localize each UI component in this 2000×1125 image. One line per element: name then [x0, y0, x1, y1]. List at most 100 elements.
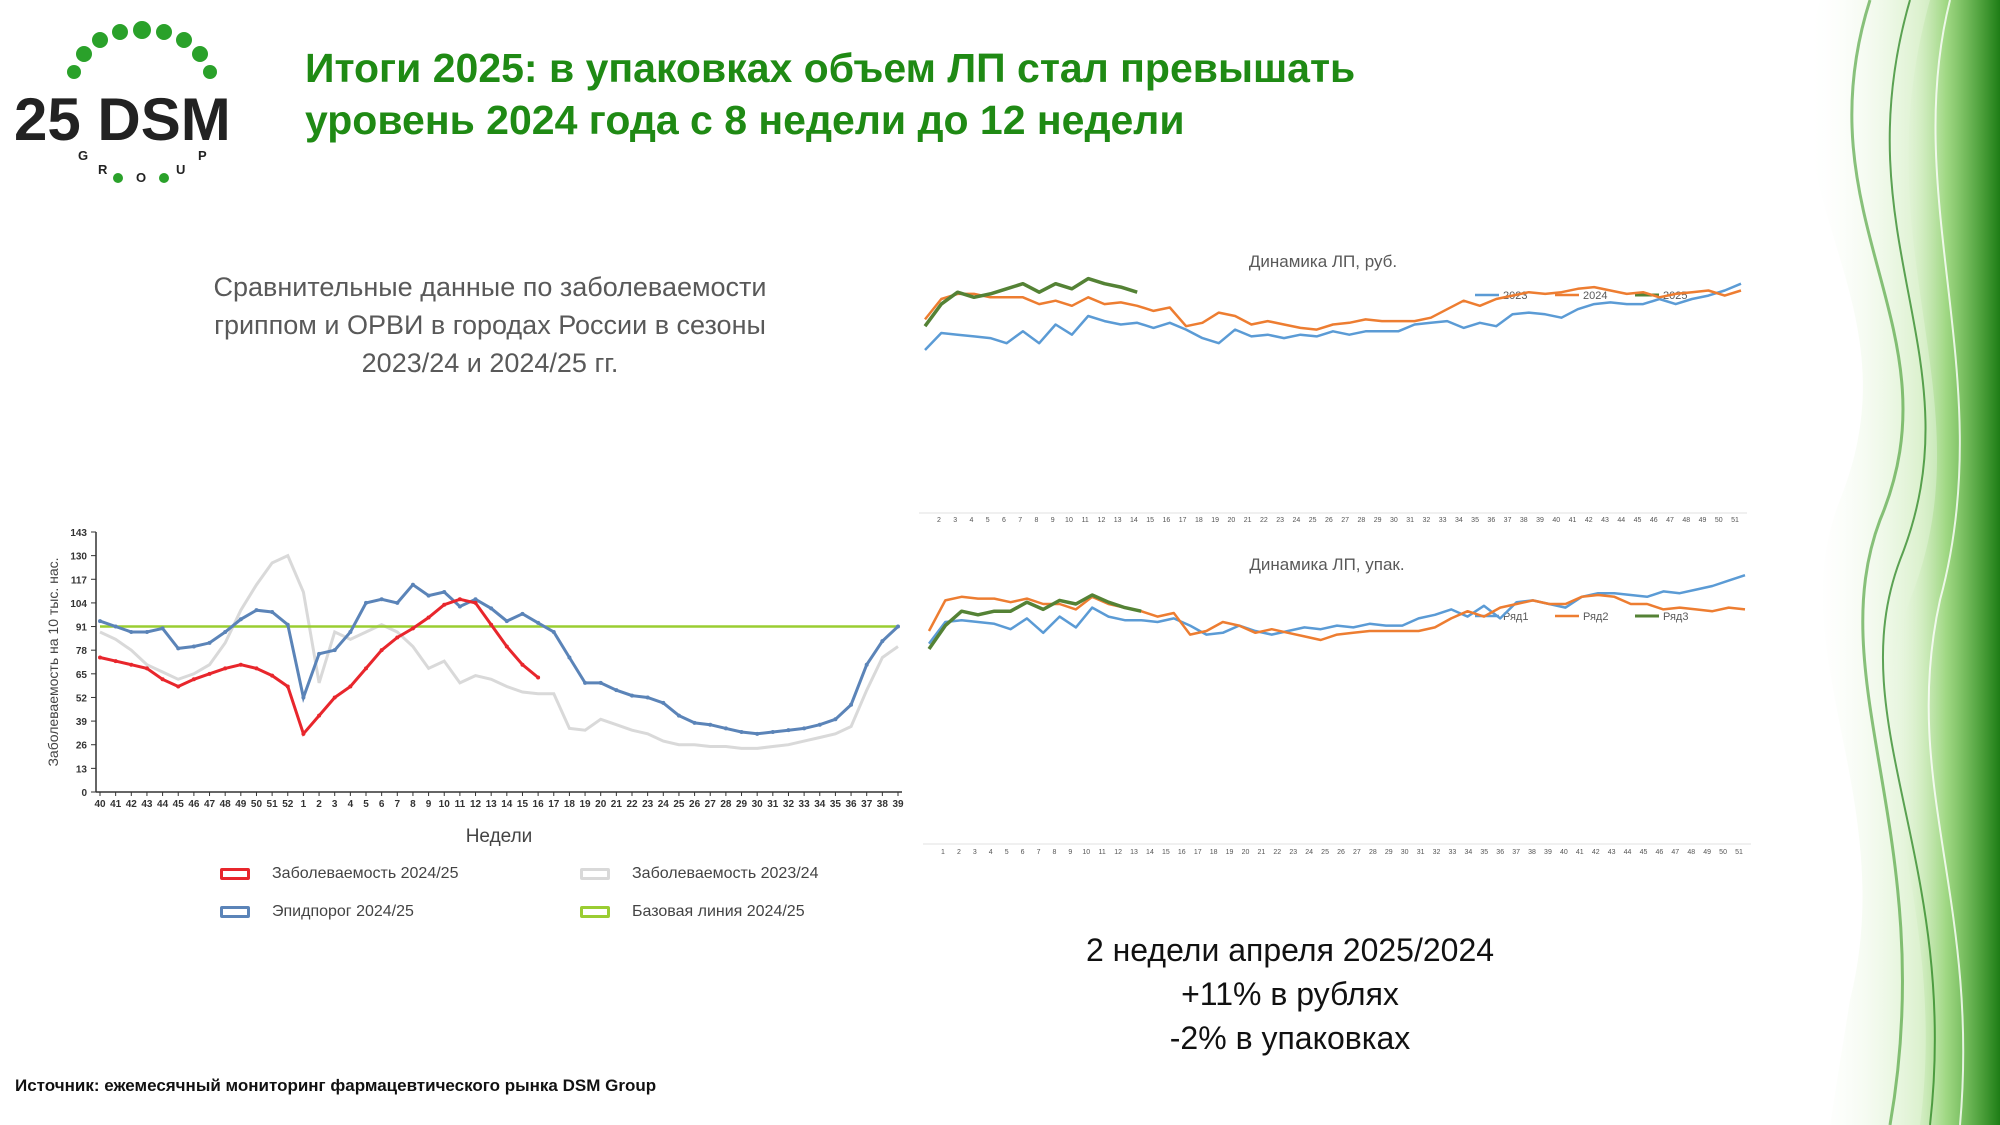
data-point — [285, 684, 290, 689]
x-tick-label: 11 — [455, 799, 466, 810]
data-point — [473, 597, 478, 602]
legend-swatch — [220, 868, 250, 880]
data-point — [364, 666, 368, 671]
data-point — [739, 730, 744, 734]
data-point — [708, 722, 713, 727]
x-tick-label: 33 — [1449, 849, 1457, 856]
x-tick-label: 24 — [658, 799, 670, 810]
x-tick-label: 15 — [517, 799, 529, 810]
x-tick-label: 4 — [989, 849, 993, 856]
x-tick-label: 7 — [1018, 517, 1022, 524]
x-tick-label: 16 — [1163, 517, 1171, 524]
x-tick-label: 28 — [720, 799, 732, 810]
data-point — [332, 648, 337, 653]
data-point — [270, 610, 275, 614]
x-tick-label: 26 — [1325, 517, 1333, 524]
data-point — [692, 720, 697, 725]
x-tick-label: 19 — [579, 799, 591, 810]
y-tick-label: 0 — [81, 788, 87, 799]
series-line-1 — [924, 285, 1742, 331]
x-tick-label: 34 — [814, 799, 826, 810]
x-tick-label: 40 — [1560, 849, 1568, 856]
y-tick-label: 13 — [76, 764, 88, 775]
x-tick-label: 12 — [470, 799, 482, 810]
x-tick-label: 43 — [1608, 849, 1616, 856]
data-point — [113, 624, 118, 629]
x-tick-label: 49 — [1699, 517, 1707, 524]
data-point — [317, 651, 322, 656]
x-tick-label: 33 — [799, 799, 811, 810]
x-tick-label: 45 — [1634, 517, 1642, 524]
legend-label: Эпидпорог 2024/25 — [272, 903, 414, 920]
data-point — [676, 713, 681, 718]
svg-text:O: O — [136, 170, 146, 185]
data-point — [786, 728, 791, 733]
x-tick-label: 2 — [937, 517, 941, 524]
legend-label: Ряд2 — [1583, 611, 1608, 623]
x-tick-label: 48 — [1687, 849, 1695, 856]
summary-block: 2 недели апреля 2025/2024 +11% в рублях … — [1000, 928, 1580, 1060]
x-tick-label: 18 — [1210, 849, 1218, 856]
x-tick-label: 48 — [220, 799, 232, 810]
x-tick-label: 5 — [986, 517, 990, 524]
y-tick-label: 78 — [76, 646, 88, 657]
flu-caption-line-1: Сравнительные данные по заболеваемости — [213, 272, 767, 302]
x-tick-label: 28 — [1357, 517, 1365, 524]
data-point — [442, 602, 447, 607]
svg-text:25 DSM: 25 DSM — [14, 86, 231, 153]
data-point — [301, 731, 306, 736]
x-tick-label: 20 — [595, 799, 607, 810]
x-tick-label: 33 — [1439, 517, 1447, 524]
data-point — [207, 640, 212, 645]
x-tick-label: 47 — [1666, 517, 1674, 524]
series-line-2 — [927, 593, 1142, 651]
data-point — [536, 675, 541, 680]
x-tick-label: 3 — [332, 799, 338, 810]
y-tick-label: 130 — [70, 552, 87, 563]
x-tick-label: 44 — [157, 799, 169, 810]
x-tick-label: 21 — [611, 799, 623, 810]
x-tick-label: 31 — [1406, 517, 1414, 524]
series-1 — [98, 582, 900, 736]
svg-text:R: R — [98, 162, 108, 177]
x-tick-label: 46 — [1656, 849, 1664, 856]
x-tick-label: 27 — [1353, 849, 1361, 856]
dsm-group-logo: 25 DSM GR O UP — [14, 21, 231, 185]
data-point — [348, 684, 353, 689]
data-point — [880, 639, 885, 644]
flu-caption-line-2: гриппом и ОРВИ в городах России в сезоны — [214, 310, 766, 340]
legend-item: Эпидпорог 2024/25 — [220, 903, 414, 921]
data-point — [301, 695, 306, 700]
series-2 — [99, 553, 899, 750]
svg-text:U: U — [176, 162, 185, 177]
series-line — [99, 553, 899, 750]
x-tick-label: 32 — [1422, 517, 1430, 524]
x-tick-label: 44 — [1624, 849, 1632, 856]
legend-item: Заболеваемость 2024/25 — [220, 865, 458, 883]
y-tick-label: 91 — [76, 623, 88, 634]
data-point — [254, 608, 259, 613]
x-tick-label: 13 — [1130, 849, 1138, 856]
x-tick-label: 36 — [845, 799, 857, 810]
data-point — [285, 622, 290, 627]
x-tick-label: 10 — [1065, 517, 1073, 524]
x-tick-label: 36 — [1487, 517, 1495, 524]
x-tick-label: 25 — [673, 799, 685, 810]
summary-line-3: -2% в упаковках — [1169, 1020, 1411, 1056]
x-tick-label: 1 — [301, 799, 307, 810]
data-point — [426, 615, 431, 620]
x-tick-label: 17 — [1179, 517, 1187, 524]
x-tick-label: 35 — [1471, 517, 1479, 524]
flu-caption-line-3: 2023/24 и 2024/25 гг. — [361, 348, 619, 378]
x-tick-label: 2 — [316, 799, 322, 810]
chart-title: Динамика ЛП, упак. — [1249, 555, 1404, 574]
x-tick-label: 5 — [363, 799, 369, 810]
x-tick-label: 31 — [767, 799, 779, 810]
x-tick-label: 45 — [1640, 849, 1648, 856]
data-point — [770, 730, 775, 734]
x-tick-label: 8 — [1052, 849, 1056, 856]
legend-swatch — [220, 906, 250, 918]
x-tick-label: 6 — [379, 799, 385, 810]
data-point — [410, 582, 415, 587]
